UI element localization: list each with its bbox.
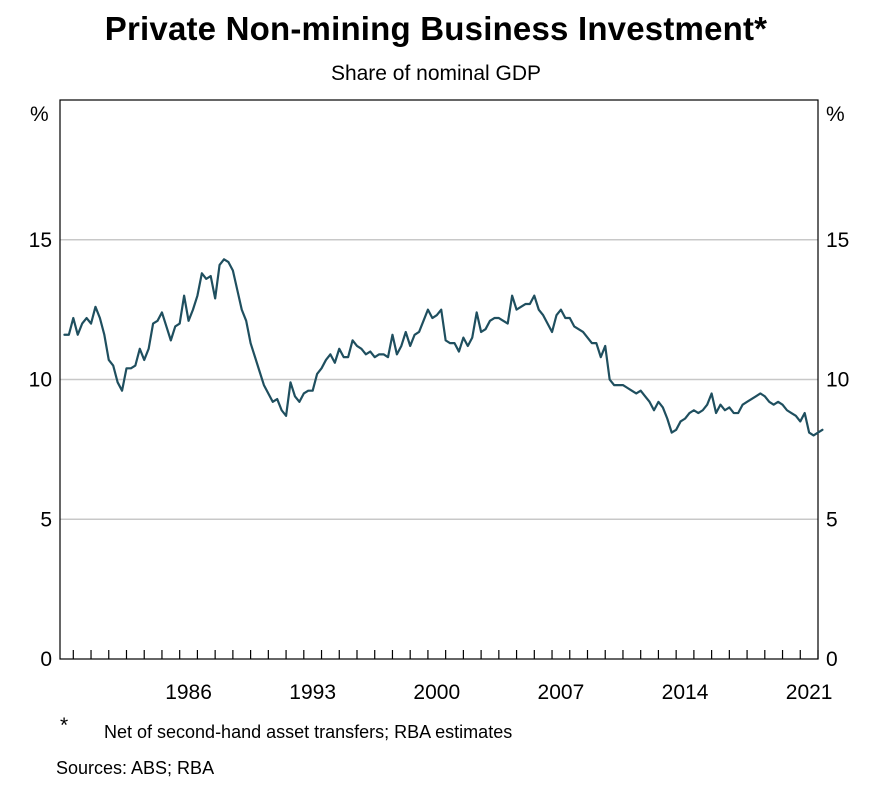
x-tick-label-2000: 2000 (413, 681, 460, 704)
y-unit-label-right: % (826, 103, 845, 126)
footnote-text: Net of second-hand asset transfers; RBA … (104, 722, 513, 742)
y-tick-label-right-15: 15 (826, 229, 849, 252)
x-tick-label-1986: 1986 (165, 681, 212, 704)
x-tick-label-2014: 2014 (662, 681, 709, 704)
footnote-marker: * (60, 714, 69, 737)
chart-subtitle: Share of nominal GDP (330, 62, 542, 85)
x-tick-label-2007: 2007 (538, 681, 585, 704)
x-tick-label-2021: 2021 (786, 681, 833, 704)
y-tick-label-left-15: 15 (29, 229, 52, 252)
y-tick-label-left-5: 5 (40, 508, 52, 531)
series-line-0 (63, 258, 824, 437)
y-tick-label-right-5: 5 (826, 508, 838, 531)
x-tick-label-1993: 1993 (289, 681, 336, 704)
y-unit-label-left: % (30, 103, 49, 126)
y-tick-label-right-10: 10 (826, 369, 849, 392)
y-tick-label-right-0: 0 (826, 648, 838, 671)
y-tick-label-left-0: 0 (40, 648, 52, 671)
y-tick-label-left-10: 10 (29, 369, 52, 392)
sources-text: Sources: ABS; RBA (56, 758, 215, 778)
plot-frame (59, 99, 819, 660)
chart-title: Private Non-mining Business Investment* (104, 10, 768, 47)
